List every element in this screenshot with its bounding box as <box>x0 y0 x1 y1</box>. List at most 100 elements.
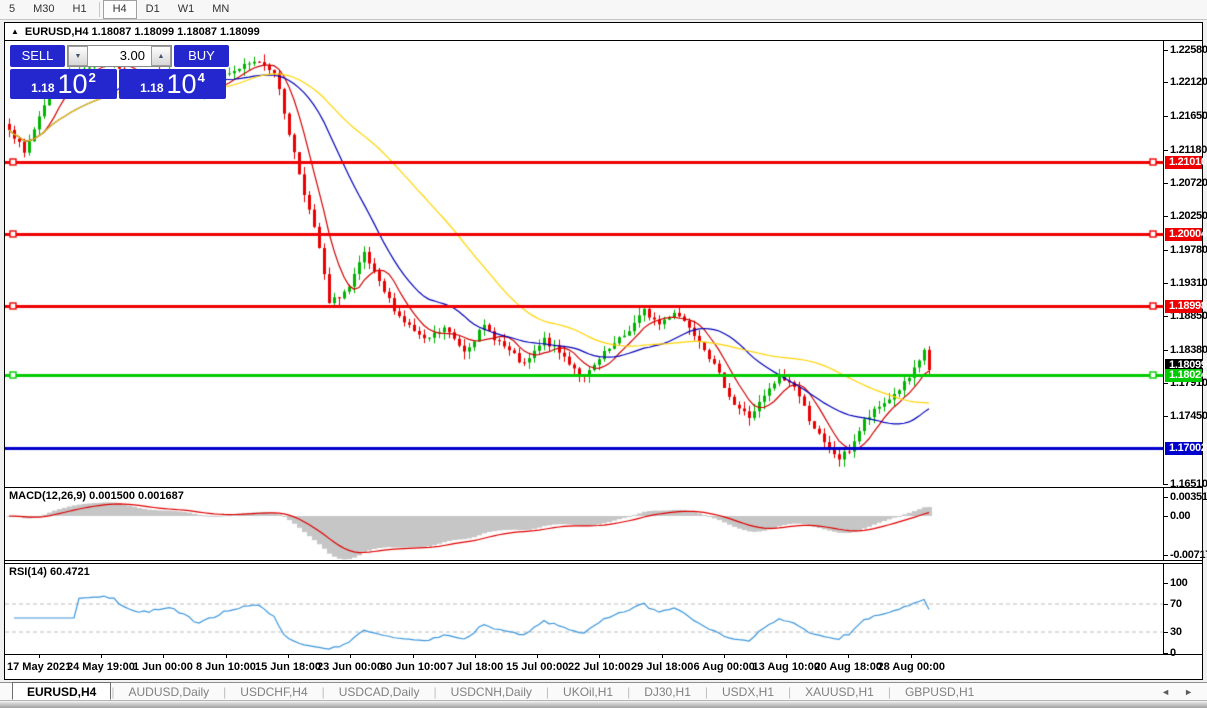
volume-increase-icon[interactable]: ▲ <box>151 46 171 66</box>
macd-label: MACD(12,26,9) 0.001500 0.001687 <box>9 490 184 502</box>
toolbar-item-mn[interactable]: MN <box>212 3 230 15</box>
tab-separator: | <box>321 685 325 699</box>
time-tick-label: 22 Jul 10:00 <box>568 661 631 673</box>
price-tick-label: 1.20250 <box>1170 210 1207 222</box>
macd-tick <box>1164 555 1168 556</box>
time-tick <box>848 655 849 658</box>
tab-scroll-right-icon[interactable]: ► <box>1184 686 1193 697</box>
toolbar-item-d1[interactable]: D1 <box>145 3 160 15</box>
toolbar-item-w1[interactable]: W1 <box>177 3 195 15</box>
rsi-tick-label: 100 <box>1170 577 1188 589</box>
price-tick <box>1164 250 1168 251</box>
price-tick <box>1164 183 1168 184</box>
collapse-panel-icon[interactable]: ▲ <box>11 26 19 36</box>
tab-separator: | <box>788 685 792 699</box>
sell-price-box[interactable]: 1.18 10 2 <box>10 69 117 99</box>
time-tick <box>662 655 663 658</box>
toolbar-item-h1[interactable]: H1 <box>72 3 87 15</box>
price-tick-label: 1.18850 <box>1170 310 1207 322</box>
time-axis: 17 May 2021 24 May 19:00 1 Jun 00:00 8 Jun … <box>5 655 1202 679</box>
time-tick <box>475 655 476 658</box>
rsi-pane: RSI(14) 60.4721 100 70 30 0 <box>5 563 1202 659</box>
price-tick <box>1164 50 1168 51</box>
toolbar-item-5[interactable]: 5 <box>9 3 16 15</box>
time-tick-label: 13 Aug 10:00 <box>752 661 820 673</box>
time-tick <box>350 655 351 658</box>
tab-scroll-left-icon[interactable]: ◄ <box>1161 686 1171 697</box>
tab-scroll-arrows: ◄ ► <box>1161 683 1207 700</box>
price-tick <box>1164 82 1168 83</box>
rsi-canvas <box>5 564 1163 654</box>
buy-price-prefix: 1.18 <box>140 81 164 95</box>
one-click-trading-panel: SELL ▼ 3.00 ▲ BUY 1.18 10 2 1.18 10 4 <box>10 45 229 99</box>
rsi-tick-label: 0 <box>1170 647 1176 659</box>
time-tick <box>288 655 289 658</box>
price-tick-label: 1.19780 <box>1170 244 1207 256</box>
price-tick <box>1164 150 1168 151</box>
toolbar-item-h4[interactable]: H4 <box>102 0 137 19</box>
rsi-tick <box>1164 583 1168 584</box>
time-tick-label: 1 Jun 00:00 <box>133 661 193 673</box>
tab-gbpusd-h1[interactable]: GBPUSD,H1 <box>904 685 975 699</box>
rsi-tick <box>1164 604 1168 605</box>
time-tick-label: 28 Aug 00:00 <box>877 661 945 673</box>
hline-price-label: 1.18998 <box>1165 300 1207 313</box>
chart-title: EURUSD,H4 1.18087 1.18099 1.18087 1.1809… <box>24 25 260 38</box>
time-tick <box>101 655 102 658</box>
rsi-tick <box>1164 632 1168 633</box>
tab-usdcnh-daily[interactable]: USDCNH,Daily <box>450 685 532 699</box>
tab-eurusd-h4[interactable]: EURUSD,H4 <box>12 682 112 700</box>
price-tick <box>1164 416 1168 417</box>
hline-price-label: 1.17002 <box>1165 442 1207 455</box>
toolbar-item-m30[interactable]: M30 <box>33 3 55 15</box>
price-tick-label: 1.21650 <box>1170 110 1207 122</box>
tab-usdcad-daily[interactable]: USDCAD,Daily <box>338 685 420 699</box>
price-tick-label: 1.21180 <box>1170 144 1207 156</box>
price-tick <box>1164 383 1168 384</box>
price-tick <box>1164 116 1168 117</box>
rsi-tick-label: 30 <box>1170 626 1182 638</box>
sell-price-sup: 2 <box>88 70 96 85</box>
current-price-label: 1.18099 <box>1165 359 1207 372</box>
tab-separator: | <box>433 685 437 699</box>
time-tick <box>39 655 40 658</box>
tab-usdchf-h4[interactable]: USDCHF,H4 <box>240 685 308 699</box>
volume-decrease-icon[interactable]: ▼ <box>68 46 88 66</box>
sell-price-big: 10 <box>57 68 88 99</box>
tab-dj30-h1[interactable]: DJ30,H1 <box>644 685 691 699</box>
chart-tab-bar: EURUSD,H4 | AUDUSD,Daily | USDCHF,H4 | USDCAD,… <box>0 682 1207 701</box>
buy-price-box[interactable]: 1.18 10 4 <box>119 69 226 99</box>
rsi-tick <box>1164 653 1168 654</box>
buy-button[interactable]: BUY <box>174 45 229 67</box>
price-chart-canvas <box>5 41 1163 485</box>
macd-tick-label: -0.007178 <box>1170 549 1207 561</box>
sell-button[interactable]: SELL <box>10 45 65 67</box>
chart-window: ▲ EURUSD,H4 1.18087 1.18099 1.18087 1.18… <box>4 22 1207 680</box>
tabs: EURUSD,H4 | AUDUSD,Daily | USDCHF,H4 | USDCAD,… <box>12 682 988 700</box>
macd-tick <box>1164 516 1168 517</box>
toolbar-separator <box>98 2 100 17</box>
tab-audusd-daily[interactable]: AUDUSD,Daily <box>128 685 210 699</box>
tab-usdx-h1[interactable]: USDX,H1 <box>722 685 775 699</box>
price-tick <box>1164 350 1168 351</box>
buy-price-big: 10 <box>166 68 197 99</box>
volume-input[interactable]: 3.00 <box>119 48 145 63</box>
time-tick-label: 8 Jun 10:00 <box>196 661 256 673</box>
window-resize-strip <box>0 702 1207 708</box>
price-axis: 1.22580 1.22120 1.21650 1.21180 1.20720 1.202… <box>1163 41 1207 490</box>
time-tick-label: 24 May 19:00 <box>67 661 135 673</box>
time-tick-label: 17 May 2021 <box>7 661 72 673</box>
price-tick-label: 1.22120 <box>1170 76 1207 88</box>
price-tick-label: 1.20720 <box>1170 177 1207 189</box>
tab-xauusd-h1[interactable]: XAUUSD,H1 <box>805 685 874 699</box>
tab-separator: | <box>223 685 227 699</box>
price-tick <box>1164 316 1168 317</box>
macd-tick-label: 0.00 <box>1170 510 1191 522</box>
tab-ukoil-h1[interactable]: UKOil,H1 <box>563 685 614 699</box>
price-tick-label: 1.17450 <box>1170 410 1207 422</box>
time-tick <box>537 655 538 658</box>
time-tick-label: 15 Jul 00:00 <box>506 661 569 673</box>
timeframe-toolbar: 5 M30 H1 H4 D1 W1 MN <box>0 0 1207 20</box>
time-tick <box>911 655 912 658</box>
macd-tick-label: 0.003515 <box>1170 491 1207 503</box>
